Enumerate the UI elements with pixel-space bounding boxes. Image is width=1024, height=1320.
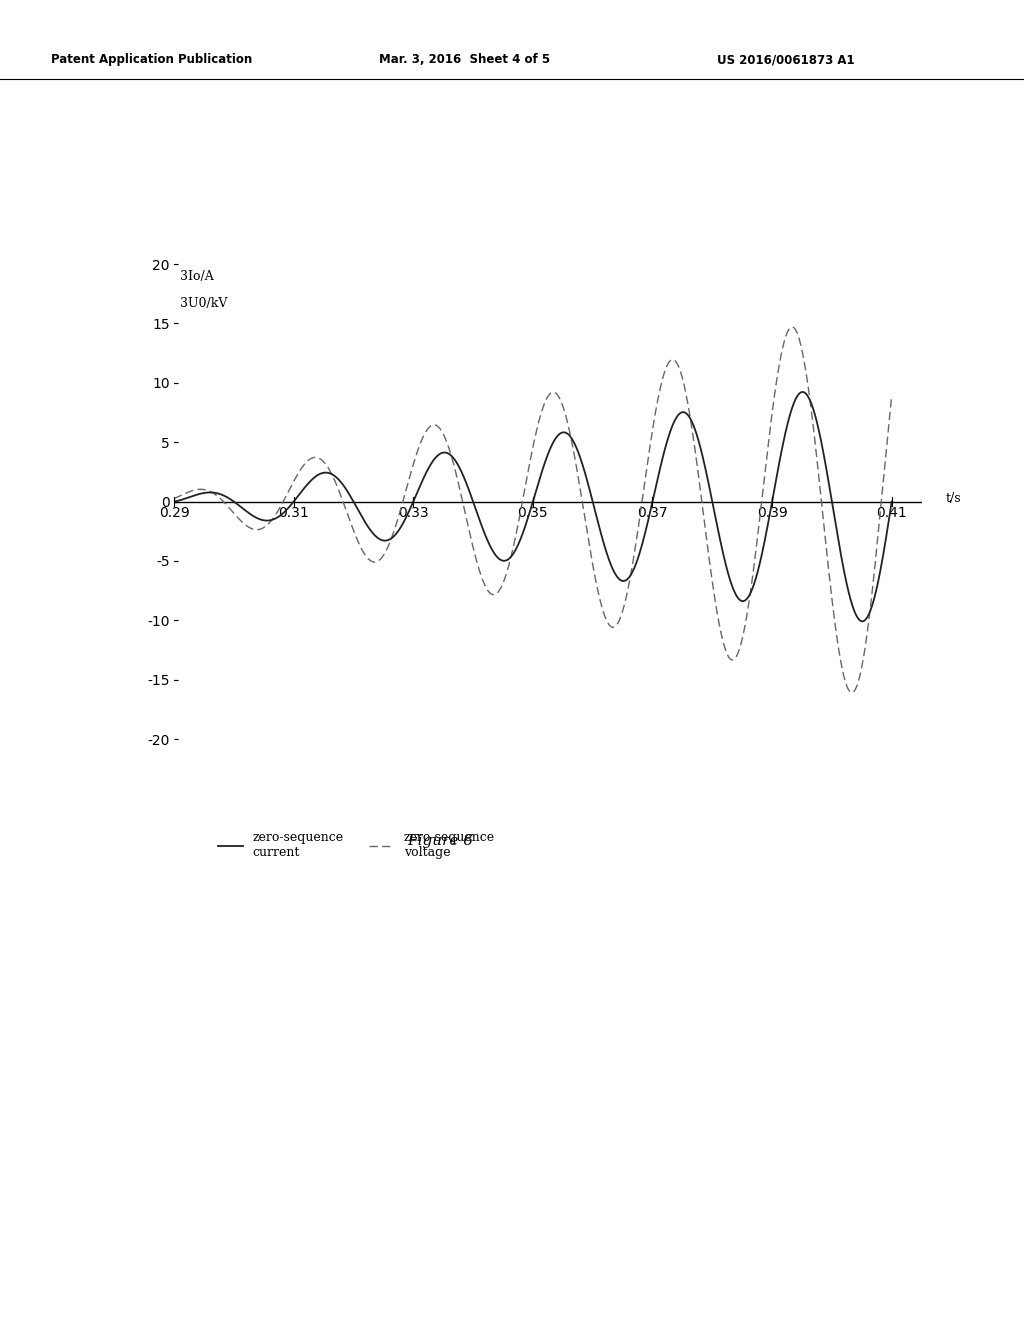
Text: US 2016/0061873 A1: US 2016/0061873 A1 [717, 53, 854, 66]
Text: 3Io/A: 3Io/A [180, 271, 214, 282]
Text: Patent Application Publication: Patent Application Publication [51, 53, 253, 66]
Text: Mar. 3, 2016  Sheet 4 of 5: Mar. 3, 2016 Sheet 4 of 5 [379, 53, 550, 66]
Legend: zero-sequence
current, zero-sequence
voltage: zero-sequence current, zero-sequence vol… [218, 832, 495, 859]
Text: t/s: t/s [945, 491, 962, 504]
Text: 3U0/kV: 3U0/kV [180, 297, 227, 310]
Text: Figure 6: Figure 6 [408, 834, 473, 847]
